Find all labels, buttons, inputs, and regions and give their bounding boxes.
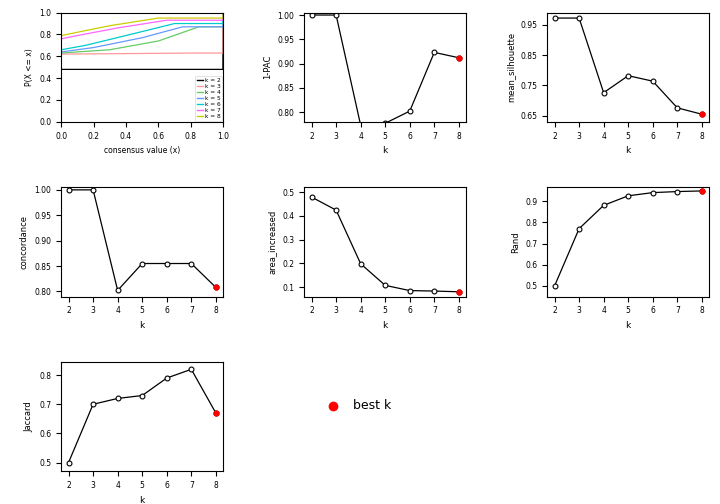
X-axis label: k: k	[382, 146, 388, 155]
X-axis label: k: k	[140, 321, 145, 330]
X-axis label: k: k	[140, 495, 145, 504]
Y-axis label: area_increased: area_increased	[268, 210, 276, 274]
X-axis label: k: k	[626, 146, 631, 155]
X-axis label: consensus value (x): consensus value (x)	[104, 146, 180, 155]
X-axis label: k: k	[382, 321, 388, 330]
Y-axis label: Jaccard: Jaccard	[24, 401, 34, 432]
X-axis label: k: k	[626, 321, 631, 330]
Y-axis label: concordance: concordance	[20, 215, 29, 269]
Text: best k: best k	[353, 399, 391, 412]
Y-axis label: P(X <= x): P(X <= x)	[24, 48, 34, 86]
Y-axis label: 1-PAC: 1-PAC	[263, 55, 272, 80]
Y-axis label: Rand: Rand	[510, 231, 520, 253]
Legend: k = 2, k = 3, k = 4, k = 5, k = 6, k = 7, k = 8: k = 2, k = 3, k = 4, k = 5, k = 6, k = 7…	[195, 76, 222, 120]
Y-axis label: mean_silhouette: mean_silhouette	[506, 32, 515, 102]
